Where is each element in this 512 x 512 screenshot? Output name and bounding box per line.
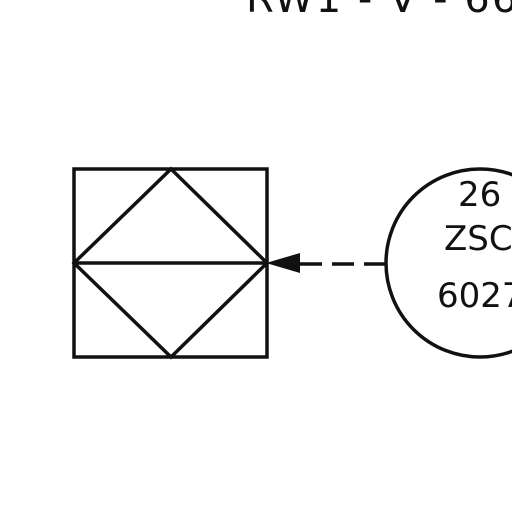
signal-connection [266,253,386,273]
instrument-tag-loop: 6027 [437,276,512,316]
instrument-circle [384,167,512,359]
instrument-tag-number: 26 [458,175,501,215]
valve-diamond [71,166,270,360]
header-label: RW1 - V - 667 [246,0,512,22]
instrument-bubble: 26 ZSC 6027 [384,167,512,359]
arrowhead-icon [266,253,300,273]
valve-symbol [71,166,270,360]
instrument-tag-type: ZSC [444,219,512,259]
